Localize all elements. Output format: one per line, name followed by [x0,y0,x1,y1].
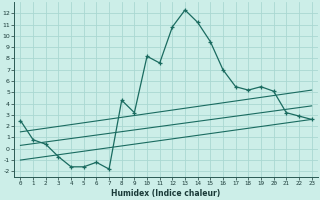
X-axis label: Humidex (Indice chaleur): Humidex (Indice chaleur) [111,189,221,198]
